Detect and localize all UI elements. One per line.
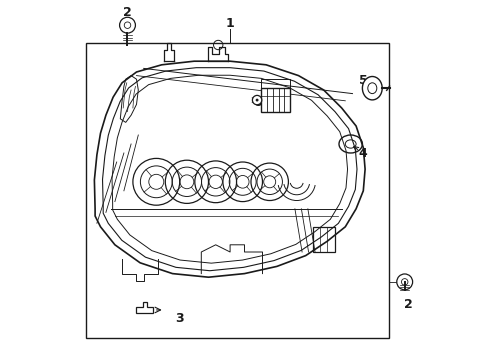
Circle shape <box>252 95 261 105</box>
Ellipse shape <box>362 77 382 100</box>
Text: 2: 2 <box>123 6 132 19</box>
Circle shape <box>396 274 412 290</box>
Text: 1: 1 <box>225 17 234 30</box>
Text: 4: 4 <box>358 147 367 159</box>
Circle shape <box>255 99 258 102</box>
Text: 5: 5 <box>358 75 367 87</box>
Text: 6: 6 <box>252 96 261 109</box>
Text: 3: 3 <box>175 312 183 325</box>
Circle shape <box>120 17 135 33</box>
Text: 2: 2 <box>403 298 412 311</box>
Polygon shape <box>260 88 289 112</box>
